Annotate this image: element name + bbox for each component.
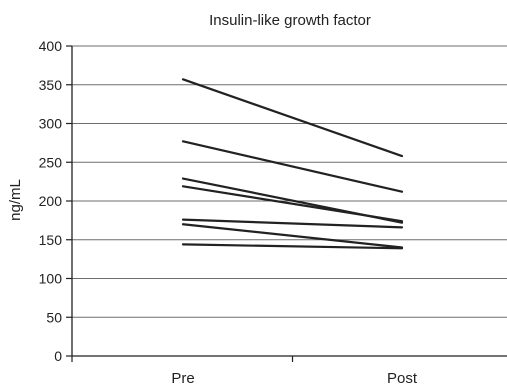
series-line-1 [181,78,404,158]
x-tick-label: Post [387,370,418,387]
y-tick-label: 200 [39,193,63,209]
x-tick-label: Pre [171,370,194,387]
series-line-4 [181,185,404,223]
y-tick-label: 50 [46,309,62,325]
y-tick-label: 300 [39,116,63,132]
axes [66,45,507,362]
y-tick-label: 400 [39,38,63,54]
chart-title: Insulin-like growth factor [209,12,371,29]
series-line-6 [181,223,404,249]
series-line-5 [181,218,404,229]
series-lines [181,78,404,250]
y-axis-title: ng/mL [7,179,24,221]
series-line-7 [181,243,404,250]
series-line-2 [181,140,404,193]
y-tick-label: 350 [39,77,63,93]
tick-labels: 0 50 100 150 200 250 300 350 400 Pre Post [39,38,418,387]
y-tick-label: 250 [39,154,63,170]
gridlines [72,45,507,318]
y-tick-label: 0 [54,348,62,364]
y-tick-label: 100 [39,271,63,287]
y-tick-label: 150 [39,232,63,248]
